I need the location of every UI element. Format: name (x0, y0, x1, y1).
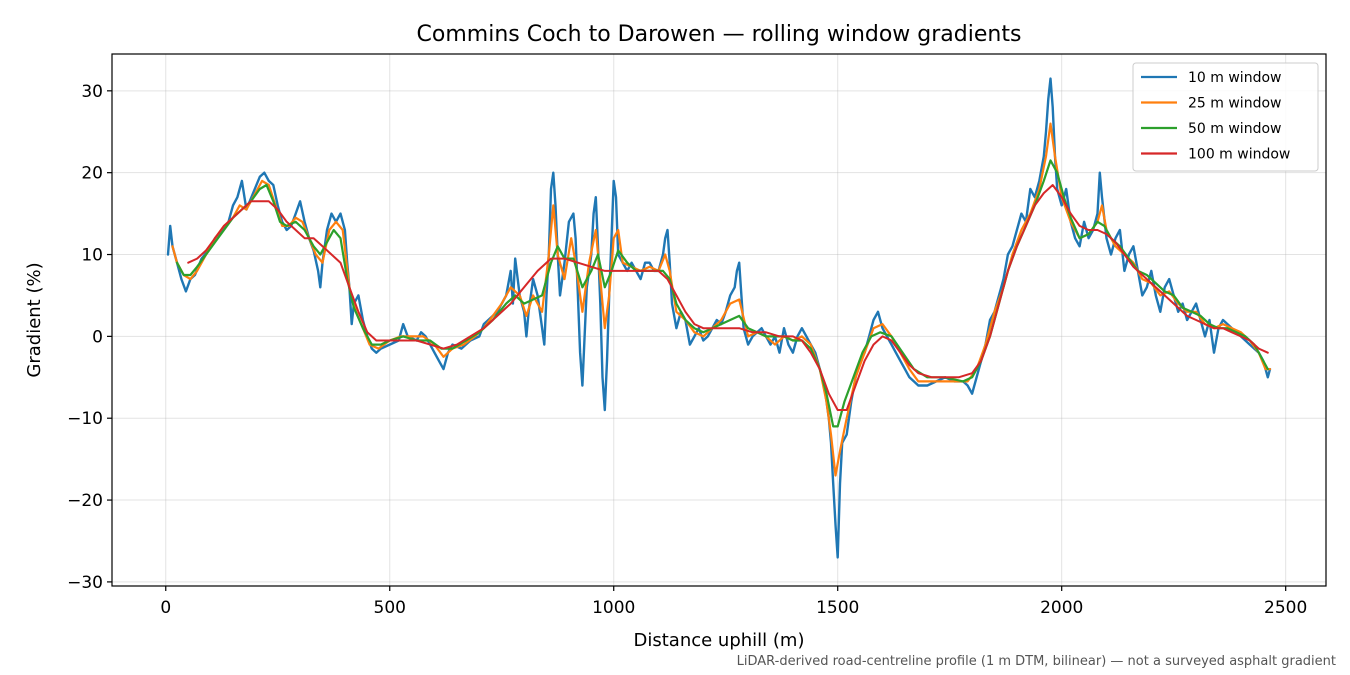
y-tick-label: −10 (67, 409, 103, 429)
x-tick-label: 2000 (1040, 598, 1083, 618)
x-tick-label: 1500 (816, 598, 859, 618)
legend-label: 10 m window (1188, 70, 1281, 86)
y-tick-label: 30 (81, 82, 103, 102)
y-tick-label: −20 (67, 491, 103, 511)
x-tick-label: 2500 (1264, 598, 1307, 618)
y-tick-label: 20 (81, 164, 103, 184)
legend-label: 25 m window (1188, 96, 1281, 112)
series-line-4 (187, 184, 1269, 411)
x-tick-label: 500 (374, 598, 406, 618)
chart-title: Commins Coch to Darowen — rolling window… (417, 22, 1022, 47)
legend: 10 m window 25 m window 50 m window 100 m w… (1132, 62, 1319, 172)
series-group (166, 77, 1272, 559)
series-line-3 (175, 159, 1269, 428)
legend-box (1132, 62, 1319, 172)
x-tick-label: 0 (160, 598, 171, 618)
x-axis-ticks: 0 500 1000 1500 2000 2500 (160, 586, 1307, 618)
legend-label: 100 m window (1188, 147, 1290, 163)
y-tick-label: 10 (81, 246, 103, 266)
y-tick-label: −30 (67, 573, 103, 593)
y-axis-label: Gradient (%) (24, 262, 45, 377)
legend-label: 50 m window (1188, 121, 1281, 137)
y-tick-label: 0 (92, 327, 103, 347)
plot-frame (111, 53, 1327, 587)
y-axis-ticks: −30 −20 −10 0 10 20 30 (67, 82, 112, 593)
footnote: LiDAR-derived road-centreline profile (1… (737, 654, 1336, 669)
x-axis-label: Distance uphill (m) (634, 630, 805, 651)
x-tick-label: 1000 (592, 598, 635, 618)
